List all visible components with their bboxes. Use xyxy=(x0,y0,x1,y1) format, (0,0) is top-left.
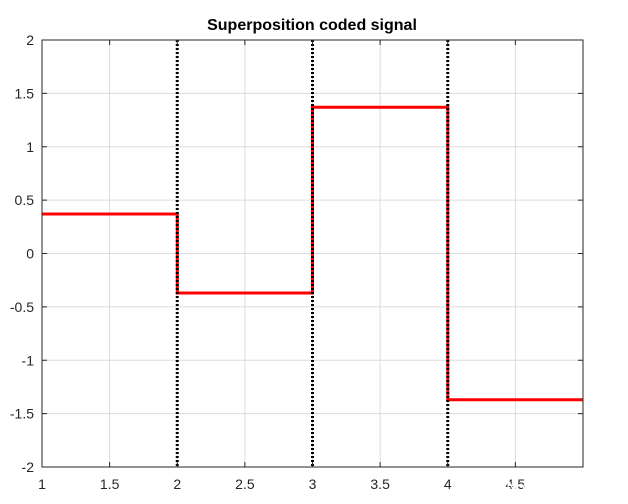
y-tick-label: 2 xyxy=(26,32,34,48)
tick-layer xyxy=(41,39,583,468)
x-tick-label: 3 xyxy=(309,476,317,492)
y-tick-label: -2 xyxy=(22,459,35,475)
y-tick-label: -1.5 xyxy=(10,406,34,422)
chart-title: Superposition coded signal xyxy=(207,17,417,34)
y-tick-label: 1.5 xyxy=(15,85,35,101)
watermark-text: CSDN @一只小信鸽 xyxy=(474,478,612,496)
x-tick-label: 3.5 xyxy=(370,476,390,492)
y-tick-label: 0 xyxy=(26,246,34,262)
y-tick-label: 1 xyxy=(26,139,34,155)
y-tick-labels: -2 -1.5 -1 -0.5 0 0.5 1 1.5 2 xyxy=(10,32,34,475)
x-tick-label: 2.5 xyxy=(235,476,255,492)
x-tick-label: 4.5 xyxy=(506,476,526,492)
y-tick-label: 0.5 xyxy=(15,192,35,208)
x-tick-label: 2 xyxy=(173,476,181,492)
vline-layer xyxy=(175,40,450,467)
x-tick-label: 4 xyxy=(444,476,452,492)
x-tick-label: 1 xyxy=(38,476,46,492)
y-tick-label: -1 xyxy=(22,352,35,368)
y-tick-label: -0.5 xyxy=(10,299,34,315)
x-tick-labels: 1 1.5 2 2.5 3 3.5 4 4.5 xyxy=(38,476,525,492)
x-tick-label: 1.5 xyxy=(100,476,120,492)
